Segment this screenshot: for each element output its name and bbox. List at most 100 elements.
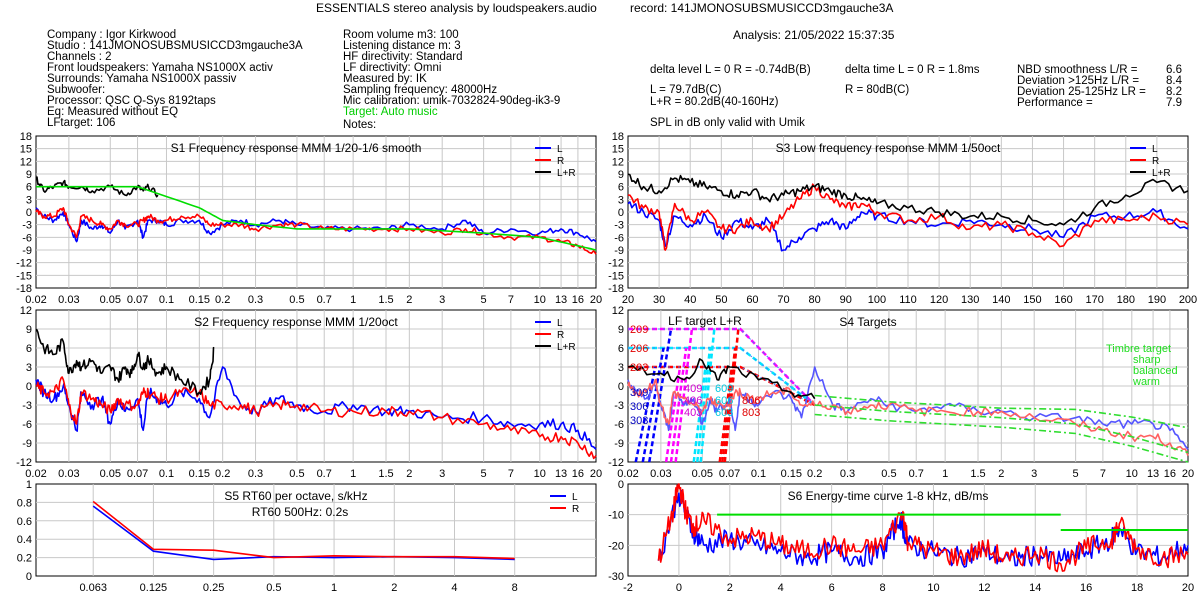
s4-timbre-legend-item: sharp (1133, 354, 1161, 366)
s4-x-tick: 0.02 (617, 468, 638, 480)
s4-series-l (627, 366, 1189, 450)
metric-dev-hf-label: Deviation >125Hz L/R = (1017, 75, 1140, 87)
record-name: record: 141JMONOSUBSMUSICCD3mgauche3A (630, 1, 894, 15)
s4-target-label-left: 209 (630, 324, 648, 336)
s6-x-tick: 16 (1080, 582, 1092, 594)
s4-x-tick: 0.05 (692, 468, 713, 480)
s4-timbre-envelope (814, 413, 1189, 463)
s5-y-tick: 0.8 (17, 497, 32, 509)
s1-y-tick: -9 (22, 245, 32, 257)
s1-x-tick: 0.1 (159, 294, 174, 306)
s2-x-tick: 0.03 (58, 468, 79, 480)
metric-dev-lf-value: 8.2 (1166, 86, 1182, 98)
s4-target-label-bottom: 806 (742, 395, 760, 407)
s6-y-tick: 0 (618, 479, 624, 491)
s4-x-tick: 13 (1147, 468, 1159, 480)
s1-x-tick: 0.03 (58, 294, 79, 306)
s3-x-tick: 180 (1117, 294, 1135, 306)
s4-timbre-envelope (814, 394, 1189, 429)
s4-x-tick: 20 (1182, 468, 1194, 480)
s4-x-tick: 0.2 (807, 468, 822, 480)
s4-x-tick: 1 (942, 468, 948, 480)
s1-y-tick: 9 (26, 169, 32, 181)
s4-timbre-envelope (814, 404, 1189, 454)
s1-title: S1 Frequency response MMM 1/20-1/6 smoot… (171, 141, 422, 155)
s2-x-tick: 7 (508, 468, 514, 480)
s3-y-tick: -6 (614, 232, 624, 244)
s3-y-tick: 9 (618, 169, 624, 181)
s6-series-r (657, 483, 1189, 573)
s6-x-tick: 8 (879, 582, 885, 594)
s4-target-slope (674, 328, 694, 463)
s5-y-tick: 0.6 (17, 516, 32, 528)
s4-target-slope (669, 347, 688, 463)
s3-x-tick: 140 (992, 294, 1010, 306)
s1-y-tick: 3 (26, 194, 32, 206)
s4-target-label-bottom: 603 (715, 407, 733, 419)
s2-x-tick: 13 (555, 468, 567, 480)
s3-y-tick: 6 (618, 182, 624, 194)
s1-x-tick: 0.02 (25, 294, 46, 306)
s3-x-tick: 60 (746, 294, 758, 306)
s1-x-tick: 0.2 (215, 294, 230, 306)
s3-y-tick: -18 (608, 283, 624, 295)
s4-x-tick: 1.5 (970, 468, 985, 480)
s2-x-tick: 3 (439, 468, 445, 480)
s2-x-tick: 10 (534, 468, 546, 480)
s4-x-tick: 3 (1031, 468, 1037, 480)
info-sampling-frequency: Sampling frequency: 48000Hz (343, 84, 498, 96)
s6-x-tick: 4 (778, 582, 784, 594)
s3-y-tick: 3 (618, 194, 624, 206)
s1-x-tick: 16 (572, 294, 584, 306)
s2-x-tick: 0.5 (289, 468, 304, 480)
s5-x-tick: 2 (391, 582, 397, 594)
s4-target-plateau-blue (628, 347, 815, 406)
s3-series-r (627, 183, 1189, 251)
s4-target-plateau-blue (628, 328, 816, 406)
s1-series-l (35, 207, 597, 243)
s2-y-tick: -6 (22, 419, 32, 431)
s6-title: S6 Energy-time curve 1-8 kHz, dB/ms (788, 489, 989, 503)
s2-x-tick: 16 (572, 468, 584, 480)
s4-target-label-bottom: 609 (715, 383, 733, 395)
s2-series-lplusr (35, 328, 215, 396)
s4-y-tick: -6 (614, 419, 624, 431)
s3-y-tick: -3 (614, 220, 624, 232)
s1-y-tick: 6 (26, 182, 32, 194)
s1-x-tick: 13 (555, 294, 567, 306)
s3-legend-label: L (1152, 144, 1158, 155)
s2-x-tick: 1.5 (378, 468, 393, 480)
s3-x-tick: 40 (684, 294, 696, 306)
metric-performance-value: 7.9 (1166, 97, 1182, 109)
info-studio: Studio : 141JMONOSUBSMUSICCD3mgauche3A (47, 40, 303, 52)
s4-y-tick: 0 (618, 381, 624, 393)
s2-x-tick: 0.15 (189, 468, 210, 480)
s6-y-tick: -30 (608, 571, 624, 583)
s5-y-tick: 0.4 (17, 534, 32, 546)
s3-y-tick: -12 (608, 258, 624, 270)
spl-lr: L+R = 80.2dB(40-160Hz) (650, 96, 779, 108)
s4-target-label-bottom: 306 (630, 401, 648, 413)
s1-y-tick: -3 (22, 220, 32, 232)
s3-x-tick: 160 (1054, 294, 1072, 306)
spl-right: R = 80dB(C) (845, 84, 910, 96)
s4-target-slope (699, 328, 716, 463)
s2-y-tick: -12 (16, 457, 32, 469)
s5-x-tick: 0.125 (140, 582, 168, 594)
s4-target-label-bottom: 406 (684, 395, 702, 407)
report-title: ESSENTIALS stereo analysis by loudspeake… (316, 1, 597, 15)
info-target: Target: Auto music (343, 106, 438, 118)
s2-x-tick: 0.3 (248, 468, 263, 480)
s1-y-tick: -15 (16, 270, 32, 282)
s3-x-tick: 150 (1023, 294, 1041, 306)
s4-target-slope (641, 347, 665, 463)
s3-x-tick: 20 (622, 294, 634, 306)
s2-x-tick: 0.1 (159, 468, 174, 480)
s2-legend-label: L (557, 318, 563, 329)
s4-y-tick: -9 (614, 438, 624, 450)
s4-x-tick: 10 (1126, 468, 1138, 480)
s5-series-r (92, 500, 515, 560)
info-eq: Eq: Measured without EQ (47, 106, 179, 118)
s3-x-tick: 90 (840, 294, 852, 306)
s1-x-tick: 20 (590, 294, 602, 306)
